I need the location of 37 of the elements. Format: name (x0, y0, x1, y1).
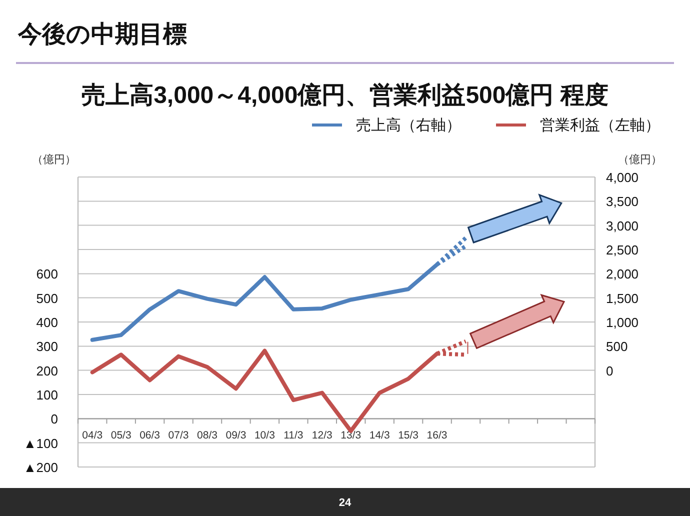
x-tick-label: 04/3 (82, 430, 103, 442)
y-tick-label: 500 (36, 290, 58, 306)
y-axis-title: （億円） (32, 153, 76, 166)
y-tick-label: 400 (36, 315, 58, 330)
x-tick-label: 06/3 (140, 430, 160, 442)
y-tick-label: 200 (36, 363, 58, 378)
y2-tick-label: 1,500 (606, 290, 639, 306)
legend-label: 売上高（右軸） (356, 117, 461, 134)
y-tick-label: 600 (36, 266, 58, 282)
x-tick-label: 05/3 (110, 430, 132, 442)
y2-tick-label: 0 (606, 363, 614, 378)
y-tick-label: ▲100 (23, 436, 58, 451)
y2-tick-label: 3,000 (606, 218, 639, 234)
x-tick-label: 14/3 (369, 430, 390, 442)
x-tick-label: 07/3 (168, 430, 189, 442)
y2-tick-label: 1,000 (606, 315, 639, 330)
y2-tick-label: 2,500 (606, 242, 639, 258)
chart-subtitle: 売上高3,000～4,000億円、営業利益500億円 程度 (82, 81, 608, 109)
x-tick-label: 11/3 (284, 430, 304, 442)
x-tick-label: 08/3 (197, 430, 218, 442)
x-tick-label: 12/3 (312, 430, 333, 442)
y2-tick-label: 3,500 (606, 194, 639, 210)
y2-tick-label: 2,000 (606, 266, 639, 282)
legend-label: 営業利益（左軸） (540, 117, 660, 134)
x-tick-label: 10/3 (254, 430, 276, 442)
chart-title: 今後の中期目標 (17, 21, 187, 48)
y-tick-label: 300 (36, 339, 58, 354)
y2-tick-label: 4,000 (606, 170, 639, 185)
y-tick-label: 0 (50, 412, 58, 427)
y2-axis-title: （億円） (618, 153, 662, 166)
y-tick-label: 100 (36, 388, 58, 402)
x-tick-label: 09/3 (226, 430, 246, 442)
x-tick-label: 16/3 (426, 430, 448, 442)
text: 24 (338, 497, 352, 509)
x-tick-label: 15/3 (398, 430, 419, 442)
y-tick-label: ▲200 (23, 460, 58, 475)
y2-tick-label: 500 (606, 339, 628, 354)
